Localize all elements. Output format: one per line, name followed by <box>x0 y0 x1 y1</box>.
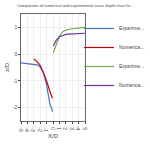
svg-text:-4: -4 <box>24 127 30 132</box>
svg-text:0: 0 <box>14 51 17 57</box>
svg-text:3: 3 <box>69 127 75 130</box>
svg-text:-1: -1 <box>43 127 49 132</box>
svg-text:Comparison of numerical and ex: Comparison of numerical and experimental… <box>17 3 133 8</box>
svg-text:-2: -2 <box>13 104 18 110</box>
svg-text:z/D: z/D <box>4 62 10 72</box>
svg-text:Experime...: Experime... <box>119 63 144 69</box>
svg-text:2: 2 <box>62 127 68 130</box>
svg-text:-1: -1 <box>13 78 18 84</box>
svg-text:5: 5 <box>82 127 88 130</box>
svg-text:Experime...: Experime... <box>119 25 144 31</box>
svg-text:Numerica...: Numerica... <box>119 44 145 50</box>
svg-text:Numerica...: Numerica... <box>119 82 145 88</box>
svg-text:X/D: X/D <box>48 133 59 139</box>
svg-text:0: 0 <box>50 127 56 130</box>
svg-text:4: 4 <box>75 127 81 130</box>
svg-text:-2: -2 <box>37 127 43 132</box>
svg-text:-3: -3 <box>30 127 36 132</box>
svg-text:-5: -5 <box>18 127 24 132</box>
svg-text:1: 1 <box>14 24 17 30</box>
svg-text:1: 1 <box>56 127 62 130</box>
